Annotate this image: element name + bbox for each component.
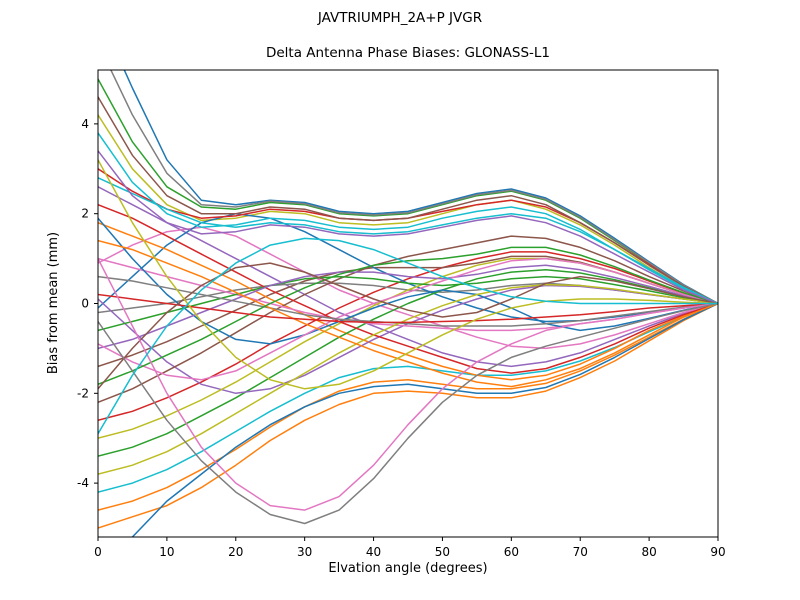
series-line (98, 302, 718, 493)
series-line (123, 70, 718, 305)
x-tick-label: 90 (710, 545, 725, 559)
x-tick-label: 50 (435, 545, 450, 559)
figure-suptitle: JAVTRIUMPH_2A+P JVGR (317, 10, 482, 26)
series-line (98, 177, 718, 305)
series-line (98, 221, 718, 381)
series-line (98, 239, 718, 388)
series-line (98, 302, 718, 529)
series-line (98, 275, 718, 332)
series-layer (98, 70, 718, 537)
series-line (98, 237, 718, 435)
series-line (98, 114, 718, 305)
series-line (98, 257, 718, 439)
series-line (98, 150, 718, 305)
series-line (98, 96, 718, 305)
x-tick-label: 40 (366, 545, 381, 559)
y-tick-label: -4 (77, 476, 89, 490)
series-line (98, 275, 718, 327)
y-tick-label: 4 (81, 117, 89, 131)
y-axis-label: Bias from mean (mm) (46, 232, 61, 374)
x-tick-label: 30 (297, 545, 312, 559)
x-tick-label: 80 (641, 545, 656, 559)
series-line (98, 293, 718, 324)
series-line (98, 283, 718, 475)
chart-title: Delta Antenna Phase Biases: GLONASS-L1 (266, 45, 550, 61)
series-line (98, 203, 718, 374)
series-line (98, 235, 718, 404)
x-tick-label: 20 (228, 545, 243, 559)
series-line (98, 302, 718, 525)
x-tick-label: 70 (573, 545, 588, 559)
series-line (110, 70, 718, 305)
series-line (98, 264, 718, 350)
axes-layer: 0 10 20 30 40 50 60 70 80 90 -4 -2 0 2 4 (77, 69, 726, 559)
series-line (98, 251, 718, 422)
series-line (98, 186, 718, 368)
x-tick-label: 0 (94, 545, 102, 559)
x-tick-label: 60 (504, 545, 519, 559)
series-line (131, 302, 718, 537)
series-line (98, 246, 718, 386)
y-tick-label: 2 (81, 207, 89, 221)
series-line (98, 262, 718, 390)
x-tick-label: 10 (159, 545, 174, 559)
y-tick-label: 0 (81, 297, 89, 311)
series-line (98, 257, 718, 511)
series-line (98, 302, 718, 511)
series-line (98, 257, 718, 381)
x-axis-label: Elvation angle (degrees) (328, 561, 487, 576)
series-line (98, 269, 718, 457)
series-line (98, 159, 718, 390)
y-tick-label: -2 (77, 386, 89, 400)
series-line (98, 78, 718, 305)
